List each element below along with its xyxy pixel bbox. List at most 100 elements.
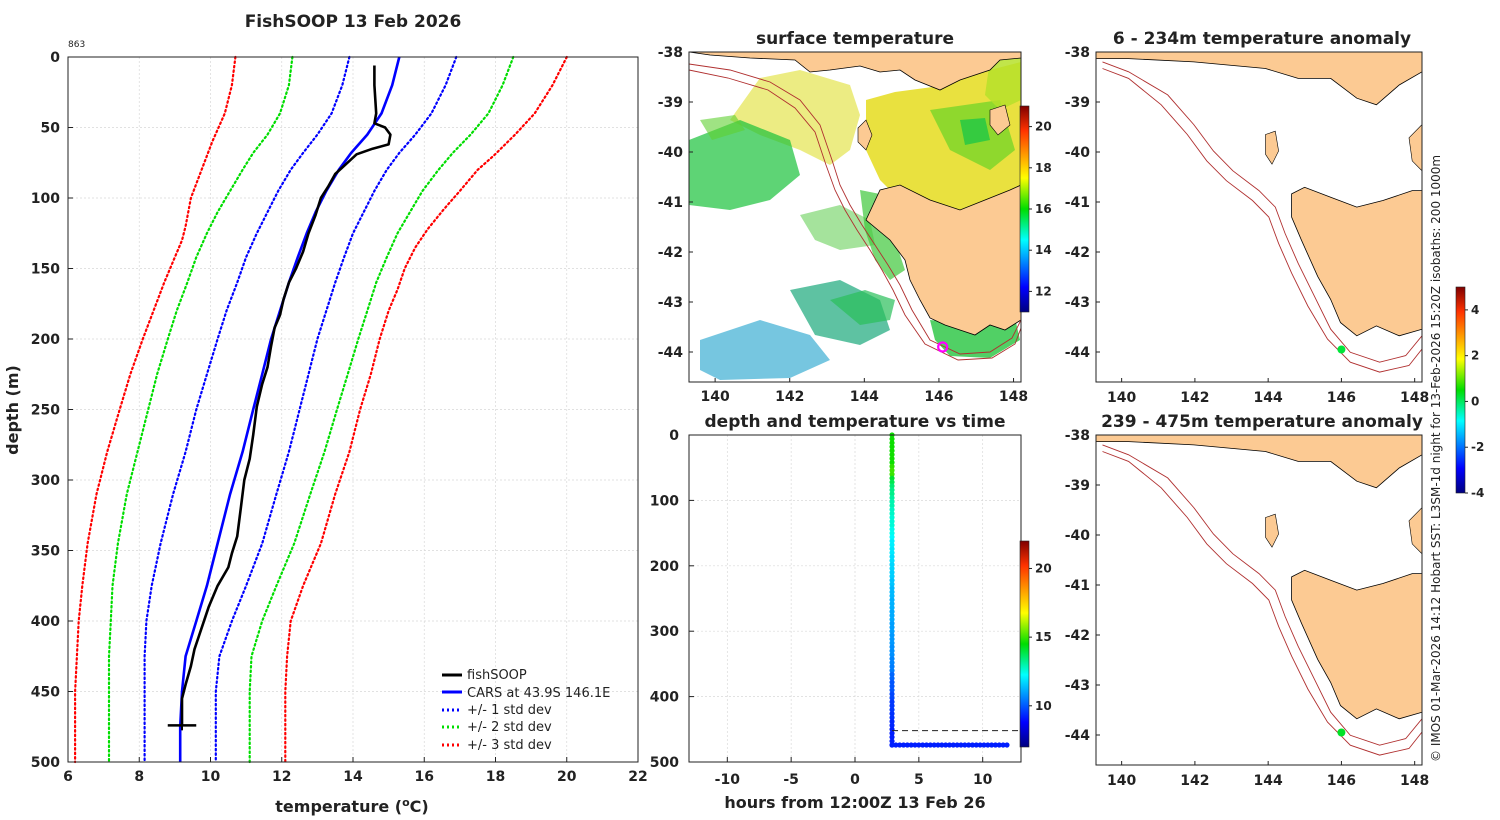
time-descent-point	[889, 550, 895, 556]
time-descent-point	[889, 714, 895, 721]
time-ytick-label: 300	[650, 624, 679, 640]
time-descent-point	[889, 718, 895, 725]
sst-map-tasmania	[865, 184, 1021, 336]
anom-lower-king-island	[1265, 513, 1279, 548]
profile-xlabel-sup: o	[402, 796, 410, 809]
profile-ytick-label: 500	[31, 755, 60, 771]
time-descent-point	[889, 565, 895, 572]
anom-lower-map	[1095, 434, 1423, 766]
time-bottom-point	[927, 742, 933, 748]
time-xtick-label: 10	[973, 772, 993, 788]
anomaly-colorbar-group: -4 -2 0 2 4	[1455, 286, 1484, 500]
anomaly-colorbar-tick-label: 0	[1471, 394, 1479, 408]
time-descent-point	[889, 475, 895, 481]
profile-line--2-std-dev	[107, 55, 294, 764]
profile-xlabel-suffix: C)	[410, 797, 429, 816]
anomaly-colorbar-tick-label: 2	[1471, 349, 1479, 363]
time-bottom-point	[912, 742, 918, 748]
sst-map-marker	[937, 341, 949, 353]
sst-colorbar-tick-label: 16	[1035, 202, 1052, 216]
time-descent-point	[889, 632, 895, 638]
time-descent-point	[889, 644, 895, 650]
profile-xtick-label: 10	[201, 769, 221, 785]
anom-lower-isobath-200	[1102, 451, 1422, 756]
time-bottom-point	[985, 742, 991, 748]
anom-map-upper-panel: 6 - 234m temperature anomaly 140 142 144 14…	[1065, 29, 1430, 406]
time-descent-point	[889, 534, 895, 540]
time-descent-point	[889, 561, 895, 568]
profile-legend: fishSOOP CARS at 43.9S 146.1E +/- 1 std …	[442, 668, 610, 753]
sst-ytick-label: -39	[658, 95, 683, 111]
time-bottom-point	[916, 742, 922, 748]
sst-colorbar	[1019, 105, 1030, 313]
time-ytick-label: 0	[669, 428, 679, 444]
profile-ytick-label: 0	[50, 50, 60, 66]
time-bottom-point	[992, 742, 999, 748]
anomaly-colorbar	[1455, 286, 1466, 494]
time-descent-point	[889, 510, 895, 517]
anom-upper-mainland	[1096, 52, 1422, 106]
profile-xtick-label: 14	[343, 769, 363, 785]
anom-lower-content	[1096, 435, 1422, 756]
time-bottom-point	[969, 742, 976, 748]
time-descent-point	[889, 620, 895, 626]
anom-lower-ytick-label: -41	[1065, 578, 1090, 594]
anom-upper-title: 6 - 234m temperature anomaly	[1113, 29, 1411, 49]
sst-xtick-label: 142	[775, 389, 804, 405]
time-bottom-point	[981, 742, 987, 748]
time-bottom-point	[923, 742, 930, 748]
anom-upper-isobath-1000	[1102, 61, 1422, 363]
time-bottom-point	[954, 742, 960, 748]
profile-line--3-std-dev	[284, 55, 568, 764]
time-descent-point	[889, 738, 895, 744]
time-bottom-point	[904, 742, 910, 748]
sst-patch-south-green	[830, 290, 895, 325]
legend-label-2std: +/- 2 std dev	[467, 720, 552, 735]
sst-map-title: surface temperature	[756, 29, 954, 49]
time-grid	[689, 434, 1021, 763]
time-descent-point	[889, 699, 895, 705]
time-descent-point	[889, 452, 895, 458]
time-ytick-label: 400	[650, 690, 679, 706]
time-descent-point	[889, 656, 895, 662]
time-bottom-point	[996, 742, 1002, 748]
time-descent-point	[889, 487, 895, 493]
time-descent-point	[889, 663, 895, 670]
legend-label-3std: +/- 3 std dev	[467, 738, 552, 753]
time-bottom-point	[900, 742, 907, 748]
anomaly-colorbar-ticks: -4 -2 0 2 4	[1465, 303, 1484, 500]
time-bottom-point	[889, 742, 895, 748]
time-descent-point	[889, 671, 895, 677]
time-descent-point	[889, 440, 895, 446]
time-colorbar	[1019, 540, 1030, 748]
profile-ytick-label: 200	[31, 332, 60, 348]
profile-ytick-label: 150	[31, 262, 60, 278]
sst-ytick-label: -40	[658, 145, 684, 161]
sst-xtick-label: 144	[850, 389, 879, 405]
anom-lower-ticks: 140 142 144 146 148 -38 -39 -40 -41 -42 -43 -44	[1065, 428, 1430, 789]
time-bottom-point	[893, 742, 899, 748]
anom-upper-fish-location	[1337, 345, 1346, 354]
profile-title: FishSOOP 13 Feb 2026	[245, 12, 462, 32]
legend-label-cars: CARS at 43.9S 146.1E	[467, 686, 610, 701]
time-colorbar-ticks: 10 15 20	[1029, 561, 1052, 713]
sst-patch-north-west	[730, 70, 860, 165]
time-ytick-label: 500	[650, 755, 679, 771]
anom-lower-title: 239 - 475m temperature anomaly	[1101, 412, 1423, 432]
anom-upper-isobath-200	[1102, 68, 1422, 373]
sst-patch-green-core	[960, 118, 990, 145]
time-bottom-point	[908, 742, 914, 748]
time-descent-point	[889, 691, 895, 697]
time-descent-point	[889, 612, 895, 619]
profile-xtick-label: 8	[134, 769, 144, 785]
time-descent-point	[889, 455, 895, 462]
time-bottom-point	[958, 742, 964, 748]
legend-item-fishsoop: fishSOOP	[442, 668, 527, 683]
time-descent-point	[889, 628, 895, 634]
profile-ytick-label: 300	[31, 473, 60, 489]
anom-upper-xtick-label: 140	[1107, 390, 1136, 406]
time-descent-point	[889, 577, 895, 583]
time-descent-point	[889, 687, 895, 693]
time-descent-point	[889, 605, 895, 611]
